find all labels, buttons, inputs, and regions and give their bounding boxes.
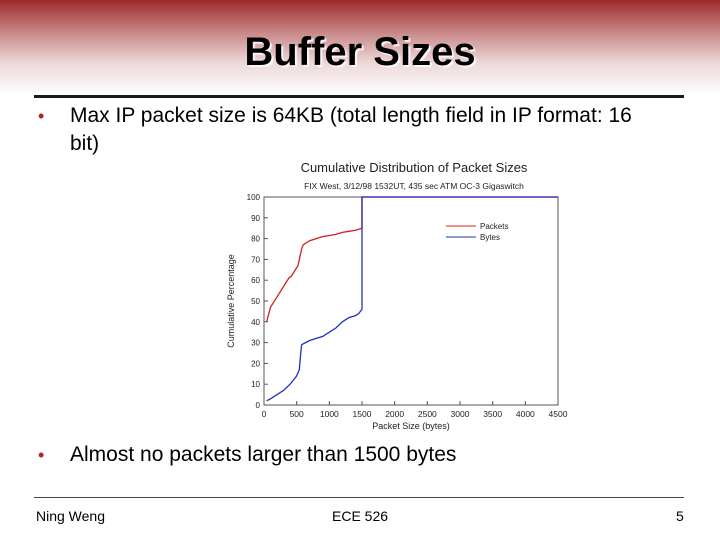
bullet-2: • Almost no packets larger than 1500 byt… bbox=[38, 441, 658, 469]
packet-size-chart: Cumulative Distribution of Packet Sizes … bbox=[226, 160, 568, 431]
y-tick-label: 60 bbox=[251, 276, 260, 285]
chart-title: Cumulative Distribution of Packet Sizes bbox=[301, 160, 528, 175]
y-tick-label: 30 bbox=[251, 339, 260, 348]
y-tick-label: 40 bbox=[251, 318, 260, 327]
plot-frame bbox=[263, 196, 559, 406]
x-tick-label: 1000 bbox=[320, 409, 339, 419]
y-tick-label: 70 bbox=[251, 255, 260, 264]
y-tick-label: 50 bbox=[251, 297, 260, 306]
series-line-packets bbox=[265, 196, 558, 322]
y-tick-label: 80 bbox=[251, 235, 260, 244]
x-axis-label: Packet Size (bytes) bbox=[372, 421, 450, 431]
title-rule bbox=[34, 95, 684, 98]
bullet-1: • Max IP packet size is 64KB (total leng… bbox=[38, 102, 658, 158]
footer-course: ECE 526 bbox=[332, 508, 389, 524]
x-tick-label: 4500 bbox=[549, 409, 568, 419]
footer-rule bbox=[34, 497, 684, 498]
y-axis-label: Cumulative Percentage bbox=[226, 254, 236, 348]
bullet-1-text: Max IP packet size is 64KB (total length… bbox=[70, 104, 632, 155]
chart-subtitle: FIX West, 3/12/98 1532UT, 435 sec ATM OC… bbox=[304, 181, 524, 191]
legend-label-packets: Packets bbox=[480, 222, 508, 231]
legend-label-bytes: Bytes bbox=[480, 233, 500, 242]
x-tick-label: 1500 bbox=[353, 409, 372, 419]
footer-page-number: 5 bbox=[676, 508, 684, 524]
y-tick-label: 0 bbox=[256, 401, 261, 410]
bullet-dot-icon: • bbox=[38, 445, 45, 465]
y-tick-label: 20 bbox=[251, 359, 260, 368]
y-tick-label: 10 bbox=[251, 380, 260, 389]
bullet-2-text: Almost no packets larger than 1500 bytes bbox=[70, 443, 457, 466]
footer-author: Ning Weng bbox=[36, 508, 106, 524]
x-tick-label: 0 bbox=[262, 409, 267, 419]
x-tick-label: 500 bbox=[290, 409, 304, 419]
y-tick-label: 90 bbox=[251, 214, 260, 223]
y-tick-label: 100 bbox=[247, 193, 261, 202]
x-tick-label: 3000 bbox=[451, 409, 470, 419]
x-tick-label: 4000 bbox=[516, 409, 535, 419]
series-line-bytes bbox=[266, 196, 558, 402]
x-tick-label: 2500 bbox=[418, 409, 437, 419]
slide-title: Buffer Sizes bbox=[244, 30, 476, 74]
title-band bbox=[0, 0, 720, 95]
x-tick-label: 2000 bbox=[385, 409, 404, 419]
x-tick-label: 3500 bbox=[483, 409, 502, 419]
bullet-dot-icon: • bbox=[38, 106, 45, 126]
